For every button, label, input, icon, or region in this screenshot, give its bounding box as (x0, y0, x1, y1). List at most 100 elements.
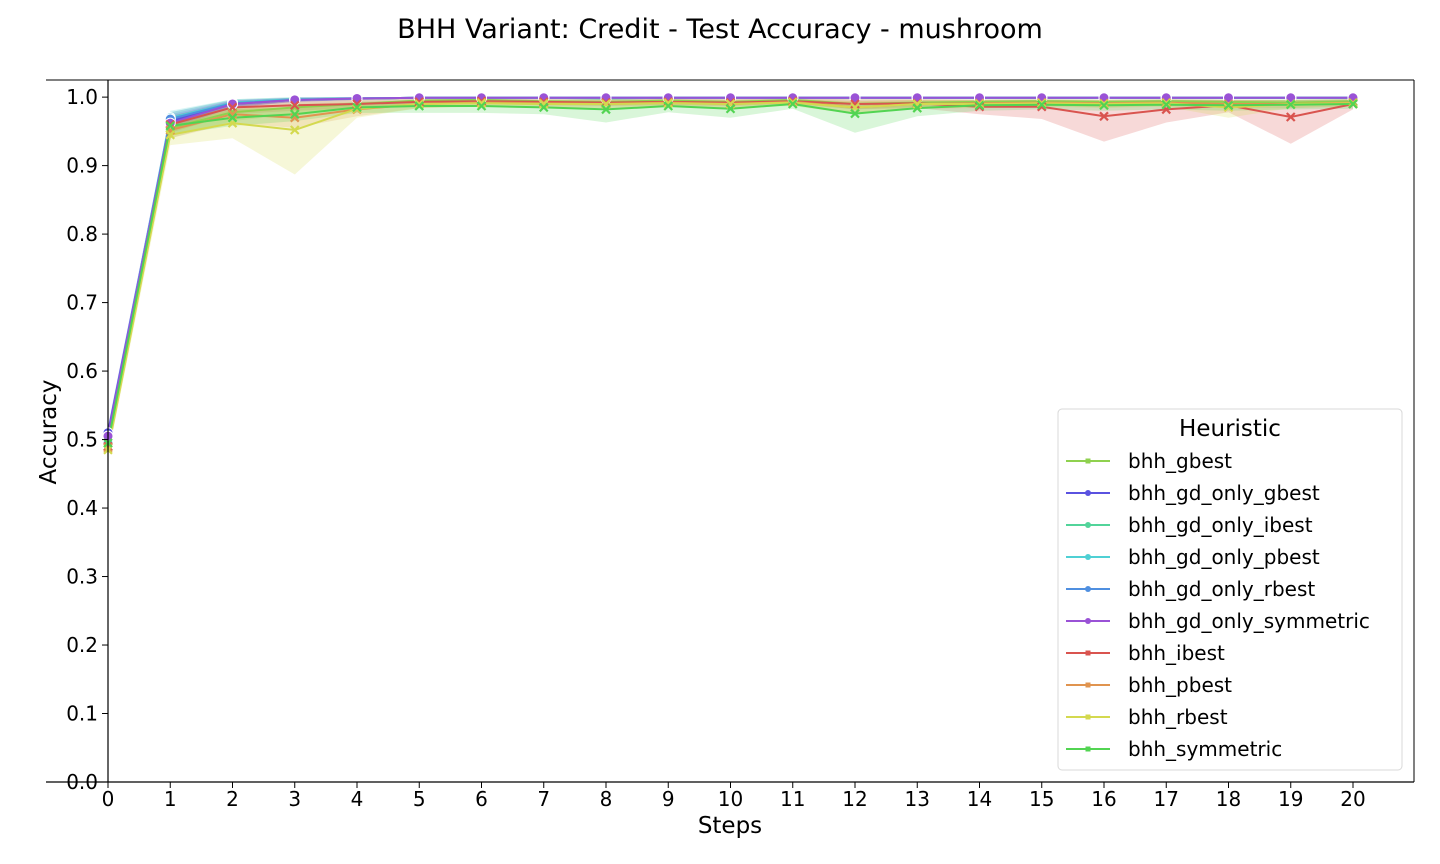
legend-marker (1085, 554, 1091, 560)
legend-label: bhh_pbest (1128, 673, 1232, 697)
legend-item-bhh-ibest: bhh_ibest (1066, 641, 1225, 665)
x-tick-label: 12 (842, 787, 867, 811)
y-axis-label: Accuracy (36, 379, 62, 484)
legend-label: bhh_gd_only_rbest (1128, 577, 1315, 601)
point-bhh-symmetric (538, 102, 549, 113)
point-bhh-symmetric (601, 104, 611, 115)
point-bhh-rbest (1223, 102, 1234, 113)
point-bhh-ibest (1285, 112, 1296, 122)
x-tick-label: 15 (1029, 787, 1054, 811)
x-tick-label: 9 (662, 787, 675, 811)
band-bhh-rbest (108, 99, 1353, 457)
x-tick-label: 16 (1091, 787, 1116, 811)
point-bhh-symmetric (352, 102, 362, 113)
y-tick-label: 0.6 (66, 359, 98, 383)
point-bhh-gd-only-symmetric (227, 98, 238, 110)
legend-label: bhh_gd_only_symmetric (1128, 609, 1370, 633)
legend-marker (1085, 650, 1091, 656)
confidence-bands (108, 97, 1353, 457)
point-bhh-ibest (289, 100, 300, 111)
x-axis-ticks: 0 1 2 3 4 5 6 7 8 9 10 11 12 13 14 15 16 17 18 19 20 (102, 782, 1366, 811)
x-axis-label: Steps (698, 813, 762, 839)
point-bhh-symmetric (227, 112, 238, 123)
legend-label: bhh_gbest (1128, 449, 1232, 473)
x-tick-label: 3 (288, 787, 301, 811)
legend-item-bhh-symmetric: bhh_symmetric (1066, 737, 1282, 761)
legend-item-bhh-pbest: bhh_pbest (1066, 673, 1232, 697)
x-tick-label: 0 (102, 787, 115, 811)
x-tick-label: 5 (413, 787, 426, 811)
x-tick-label: 14 (967, 787, 992, 811)
legend-box (1057, 408, 1403, 771)
x-tick-label: 6 (475, 787, 488, 811)
legend-marker (1085, 586, 1091, 592)
x-tick-label: 1 (164, 787, 177, 811)
y-tick-label: 0.5 (66, 428, 98, 452)
legend-label: bhh_ibest (1128, 641, 1225, 665)
legend-item-bhh-gd-only-ibest: bhh_gd_only_ibest (1066, 513, 1313, 537)
point-bhh-symmetric (1348, 99, 1358, 109)
point-bhh-symmetric (663, 101, 674, 111)
point-bhh-symmetric (1223, 100, 1234, 111)
x-tick-label: 19 (1278, 787, 1303, 811)
point-bhh-symmetric (165, 121, 176, 131)
legend-label: bhh_rbest (1128, 705, 1228, 729)
point-bhh-pbest (289, 112, 300, 123)
point-bhh-rbest (663, 98, 674, 109)
legend-marker (1085, 490, 1091, 496)
point-bhh-symmetric (912, 103, 923, 113)
x-tick-label: 18 (1216, 787, 1241, 811)
legend-marker (1085, 458, 1091, 464)
x-tick-label: 7 (537, 787, 550, 811)
y-tick-label: 0.9 (66, 154, 98, 178)
point-bhh-symmetric (725, 103, 736, 114)
x-tick-label: 8 (600, 787, 613, 811)
x-tick-label: 10 (718, 787, 743, 811)
point-bhh-symmetric (289, 109, 300, 120)
legend-items: bhh_gbest bhh_gd_only_gbest bhh_gd_only_ib… (1066, 449, 1370, 761)
legend: Heuristic bhh_gbestbhh_gd_only_gbestbhh_… (1057, 408, 1403, 771)
legend-label: bhh_gd_only_pbest (1128, 545, 1320, 569)
y-tick-label: 1.0 (66, 85, 98, 109)
point-bhh-ibest (1099, 111, 1109, 122)
y-tick-label: 0.4 (66, 496, 98, 520)
point-bhh-ibest (850, 99, 860, 109)
x-tick-label: 13 (905, 787, 930, 811)
y-axis-ticks: 0.0 0.1 0.2 0.3 0.4 0.5 0.6 0.7 0.8 0.9 1.0 (66, 85, 108, 794)
y-tick-label: 0.3 (66, 565, 98, 589)
legend-title: Heuristic (1179, 416, 1281, 442)
point-bhh-pbest (227, 109, 238, 120)
legend-marker (1085, 522, 1091, 528)
point-bhh-symmetric (476, 101, 487, 111)
point-bhh-symmetric (1099, 100, 1109, 111)
point-bhh-rbest (476, 98, 487, 109)
legend-item-bhh-gd-only-symmetric: bhh_gd_only_symmetric (1066, 609, 1370, 633)
y-tick-label: 0.2 (66, 633, 98, 657)
series-markers (102, 92, 1359, 455)
legend-label: bhh_gd_only_gbest (1128, 481, 1320, 505)
x-tick-label: 11 (780, 787, 805, 811)
point-bhh-symmetric (974, 100, 985, 111)
x-tick-label: 17 (1154, 787, 1179, 811)
legend-marker (1085, 618, 1091, 624)
legend-label: bhh_symmetric (1128, 737, 1282, 761)
x-tick-label: 2 (226, 787, 239, 811)
chart-title: BHH Variant: Credit - Test Accuracy - mu… (397, 14, 1043, 45)
point-bhh-symmetric (850, 108, 860, 119)
y-tick-label: 0.0 (66, 770, 98, 794)
legend-marker (1085, 746, 1091, 752)
point-bhh-symmetric (1036, 99, 1047, 110)
legend-item-bhh-gd-only-pbest: bhh_gd_only_pbest (1066, 545, 1320, 569)
legend-item-bhh-rbest: bhh_rbest (1066, 705, 1228, 729)
y-tick-label: 0.8 (66, 222, 98, 246)
legend-item-bhh-gd-only-gbest: bhh_gd_only_gbest (1066, 481, 1320, 505)
y-tick-label: 0.1 (66, 702, 98, 726)
legend-marker (1085, 682, 1091, 688)
point-bhh-symmetric (414, 101, 425, 111)
point-bhh-rbest (538, 99, 549, 109)
point-bhh-symmetric (1285, 99, 1296, 110)
point-bhh-rbest (165, 130, 176, 140)
point-bhh-symmetric (787, 99, 798, 109)
